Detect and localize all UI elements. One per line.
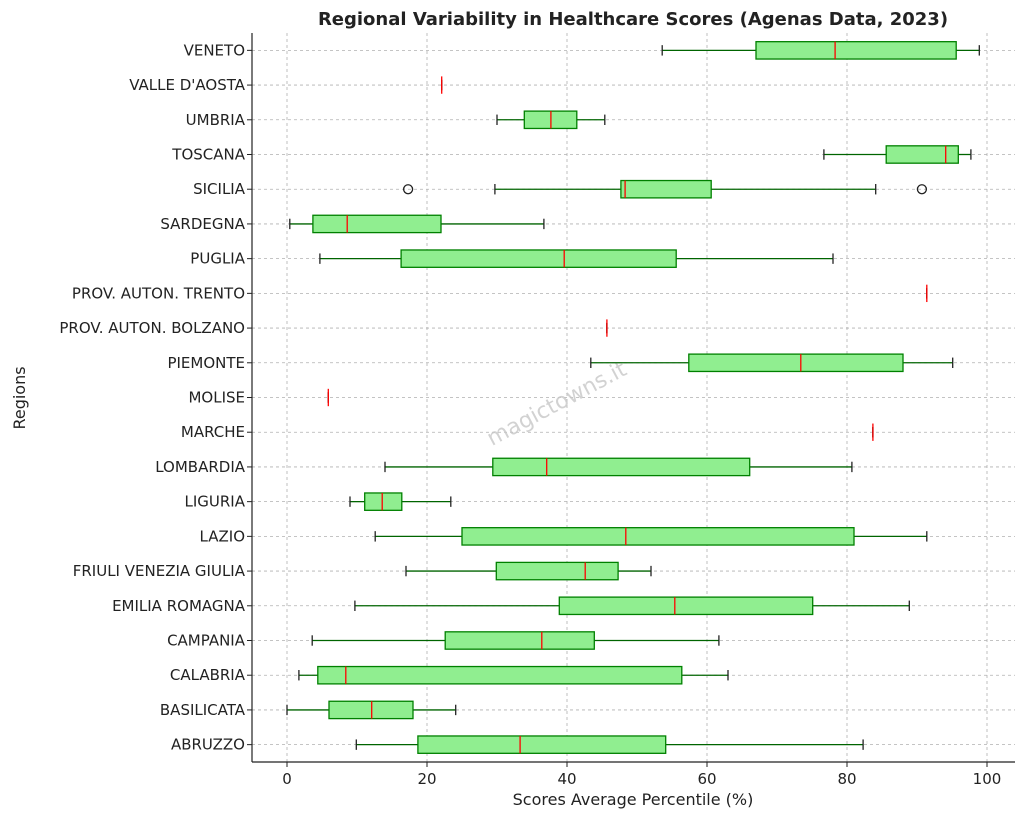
box: [558, 596, 814, 616]
y-tick-label: SICILIA: [193, 180, 246, 198]
y-tick-label: PUGLIA: [190, 250, 245, 268]
y-tick-label: CALABRIA: [170, 666, 246, 684]
chart-title: Regional Variability in Healthcare Score…: [318, 9, 948, 30]
box: [417, 735, 667, 754]
box: [444, 631, 595, 650]
box-abruzzo: [355, 735, 864, 754]
box: [312, 214, 442, 234]
y-tick-label: PIEMONTE: [167, 354, 245, 372]
box-toscana: [823, 145, 972, 164]
box: [495, 561, 619, 581]
box: [364, 492, 403, 511]
y-tick-label: EMILIA ROMAGNA: [112, 597, 246, 615]
y-tick-label: PROV. AUTON. BOLZANO: [59, 319, 245, 337]
x-axis-label: Scores Average Percentile (%): [513, 790, 754, 809]
box: [400, 249, 677, 268]
y-tick-label: FRIULI VENEZIA GIULIA: [73, 562, 246, 580]
watermark: magictowns.it: [483, 357, 631, 452]
y-axis-label: Regions: [10, 366, 29, 429]
outlier-point: [916, 184, 928, 195]
y-tick-label: SARDEGNA: [160, 215, 245, 233]
box-basilicata: [286, 700, 457, 720]
box-calabria: [298, 665, 729, 685]
box: [885, 145, 959, 164]
box-puglia: [319, 249, 834, 268]
box-friuli-venezia-giulia: [405, 561, 652, 581]
y-tick-label: TOSCANA: [171, 146, 245, 164]
y-tick-label: PROV. AUTON. TRENTO: [72, 284, 245, 302]
box: [755, 41, 957, 60]
box-piemonte: [590, 353, 954, 373]
y-tick-label: CAMPANIA: [167, 632, 246, 650]
x-tick-label: 80: [837, 770, 856, 788]
x-tick-label: 0: [282, 770, 292, 788]
box: [461, 527, 855, 546]
box-sicilia: [402, 179, 928, 199]
box-liguria: [349, 492, 452, 511]
box: [317, 665, 683, 685]
box-emilia-romagna: [354, 596, 910, 616]
box: [620, 179, 712, 199]
x-tick-label: 100: [973, 770, 1002, 788]
box: [688, 353, 904, 373]
x-tick-label: 20: [417, 770, 436, 788]
box-veneto: [661, 41, 980, 60]
box-lombardia: [384, 457, 853, 477]
box-sardegna: [289, 214, 545, 234]
x-tick-label: 60: [697, 770, 716, 788]
y-tick-label: UMBRIA: [186, 111, 246, 129]
outlier-point: [402, 184, 414, 195]
y-tick-label: LOMBARDIA: [155, 458, 246, 476]
y-tick-label: BASILICATA: [160, 701, 246, 719]
y-tick-label: VALLE D'AOSTA: [129, 76, 246, 94]
y-tick-label: ABRUZZO: [171, 736, 245, 754]
x-tick-label: 40: [557, 770, 576, 788]
y-tick-label: MARCHE: [181, 423, 245, 441]
box: [492, 457, 751, 477]
y-tick-label: VENETO: [184, 41, 245, 59]
box-lazio: [374, 527, 928, 546]
y-tick-label: LIGURIA: [185, 493, 246, 511]
y-tick-label: MOLISE: [188, 389, 245, 407]
box-campania: [311, 631, 720, 650]
box: [328, 700, 414, 720]
y-tick-label: LAZIO: [200, 527, 245, 545]
box-umbria: [496, 110, 606, 130]
